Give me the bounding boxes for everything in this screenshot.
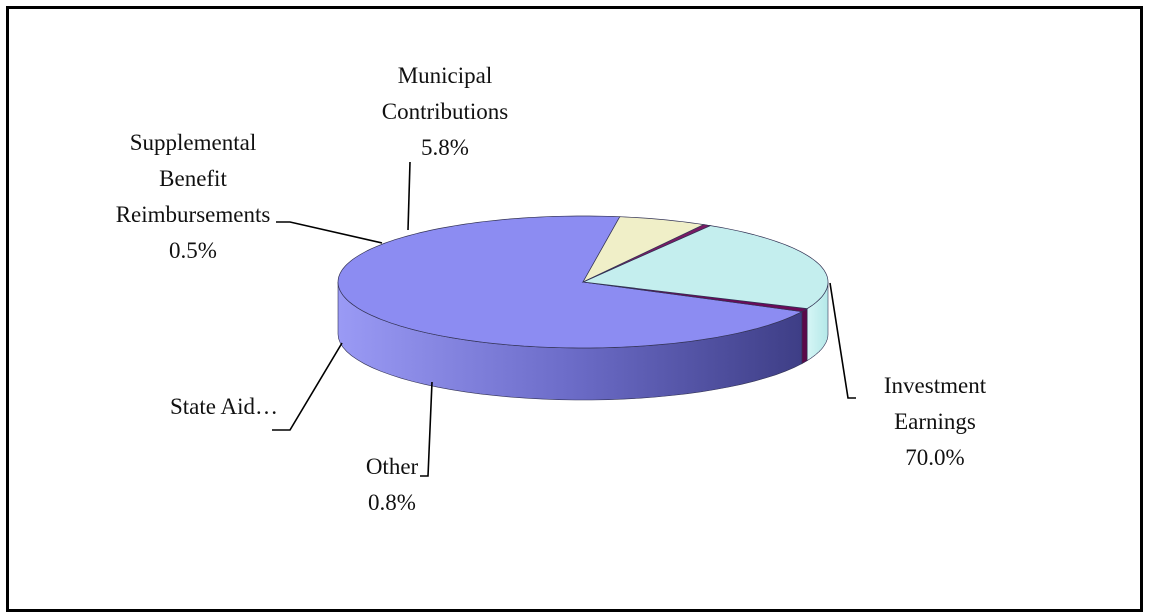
slice-label-4: Contributions — [382, 99, 509, 124]
slice-label-3: Reimbursements — [116, 202, 271, 227]
slice-label-0: Investment — [884, 373, 987, 398]
leader-line-4 — [407, 161, 411, 231]
slice-label-4: Municipal — [398, 63, 493, 88]
slice-label-0: Earnings — [894, 409, 976, 434]
slice-label-2: State Aid… — [170, 394, 278, 419]
leader-line-3 — [276, 221, 383, 244]
slice-value-3: 0.5% — [169, 238, 217, 263]
leader-line-1 — [420, 381, 433, 477]
slice-label-1: Other — [366, 454, 419, 479]
slice-label-3: Supplemental — [130, 130, 256, 155]
leader-line-2 — [272, 342, 343, 431]
pie-side-1 — [801, 307, 808, 365]
pie-slice-0 — [337, 215, 804, 349]
slice-label-3: Benefit — [159, 166, 227, 191]
slice-value-1: 0.8% — [368, 490, 416, 515]
leader-line-0 — [829, 282, 856, 399]
pie-slice-2 — [581, 225, 829, 309]
pie-slice-4 — [582, 216, 705, 283]
slice-value-4: 5.8% — [421, 135, 469, 160]
slice-value-0: 70.0% — [905, 445, 964, 470]
